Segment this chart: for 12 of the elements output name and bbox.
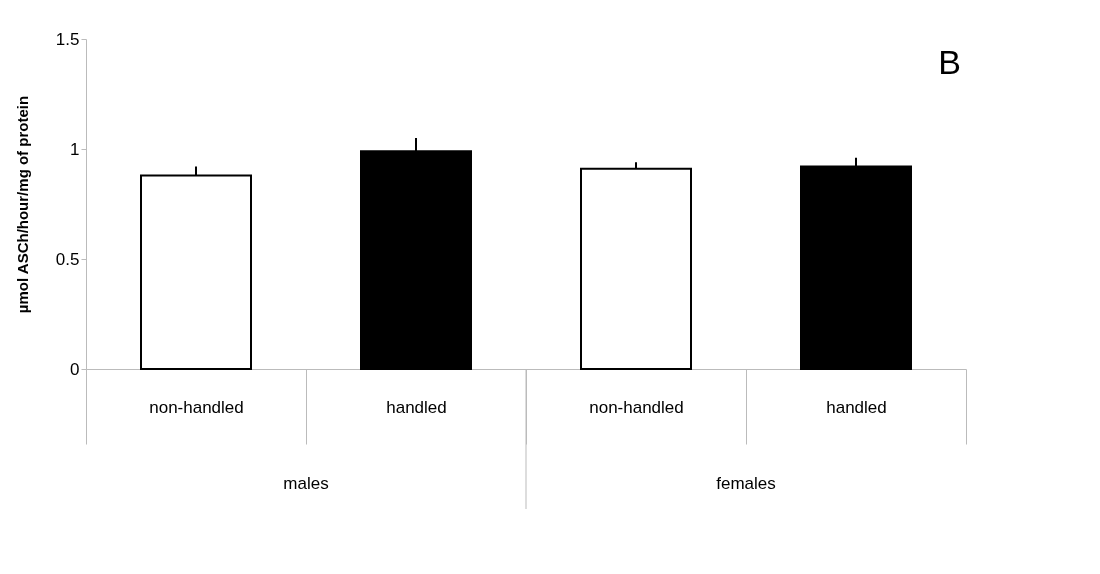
x-tick-label: non-handled <box>589 397 684 417</box>
text: males <box>283 474 329 493</box>
y-tick-label: 1.5 <box>55 29 80 49</box>
chart-title: B <box>938 43 961 81</box>
text: females <box>716 474 776 493</box>
y-tick-label: 0 <box>70 359 80 379</box>
y-tick-label: 0.5 <box>55 249 80 269</box>
x-tick-label: handled <box>386 397 447 417</box>
y-tick-label: 1 <box>70 139 80 159</box>
x-tick-label: non-handled <box>149 397 244 417</box>
y-axis-title: µmol ASCh/hour/mg of protein <box>13 95 31 314</box>
x-tick-label: handled <box>826 397 887 417</box>
